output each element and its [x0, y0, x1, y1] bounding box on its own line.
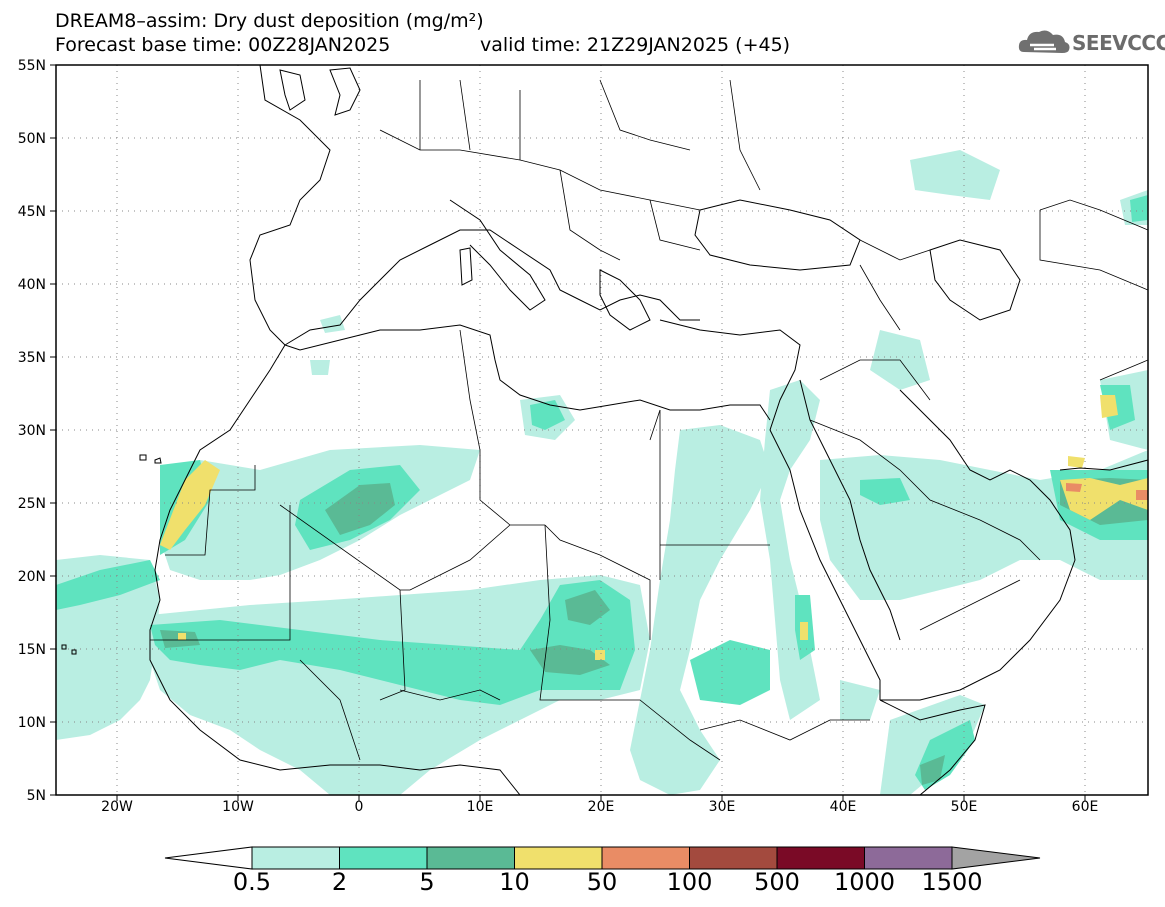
lat-label: 20N [17, 569, 46, 585]
colorbar-bin-5 [426, 846, 515, 870]
colorbar-over-arrow [951, 846, 1041, 870]
map-grid [56, 65, 1148, 795]
colorbar-label: 1000 [833, 868, 896, 896]
map-content [56, 65, 1148, 795]
lon-label: 50E [950, 799, 978, 815]
colorbar-bin-50 [601, 846, 690, 870]
colorbar-label: 100 [666, 868, 713, 896]
colorbar-bin-10 [514, 846, 603, 870]
lon-label: 10E [466, 799, 494, 815]
colorbar-label: 2 [331, 868, 348, 896]
lon-label: 0 [354, 799, 364, 815]
lon-label: 10W [222, 799, 254, 815]
lat-label: 15N [17, 642, 46, 658]
dust-level-10 [160, 395, 1148, 660]
lat-label: 55N [17, 58, 46, 74]
logo-text: SEEVCCC [1072, 31, 1165, 55]
axis-ticks [50, 64, 1086, 801]
lat-label: 40N [17, 277, 46, 293]
lon-label: 20E [587, 799, 615, 815]
map-title: DREAM8–assim: Dry dust deposition (mg/m²… [55, 10, 484, 32]
lat-label: 45N [17, 204, 46, 220]
colorbar-label: 0.5 [232, 868, 272, 896]
colorbar-bin-500 [776, 846, 865, 870]
lat-label: 50N [17, 131, 46, 147]
lat-label: 35N [17, 350, 46, 366]
forecast-base-time: Forecast base time: 00Z28JAN2025 [55, 34, 391, 56]
lon-label: 60E [1071, 799, 1099, 815]
country-borders [150, 79, 1148, 761]
dust-level-50 [1066, 483, 1148, 500]
coastlines [61, 65, 1148, 795]
colorbar [164, 846, 1041, 870]
colorbar-bin-1000 [864, 846, 953, 870]
colorbar-under-arrow [164, 846, 253, 870]
colorbar-label: 500 [754, 868, 800, 896]
valid-time: valid time: 21Z29JAN2025 (+45) [480, 34, 791, 56]
lon-label: 20W [101, 799, 133, 815]
lon-label: 30E [708, 799, 736, 815]
colorbar-bin-100 [689, 846, 778, 870]
colorbar-label: 50 [586, 868, 618, 896]
colorbar-bin-2 [339, 846, 428, 870]
colorbar-label: 1500 [921, 868, 983, 896]
lat-label: 30N [17, 423, 46, 439]
cloud-icon [1018, 30, 1070, 53]
colorbar-bin-0-5 [251, 846, 340, 870]
lat-label: 25N [17, 496, 46, 512]
lat-label: 5N [26, 788, 46, 804]
colorbar-label: 10 [499, 868, 530, 896]
lon-label: 40E [829, 799, 857, 815]
lat-label: 10N [17, 715, 46, 731]
colorbar-label: 5 [419, 868, 435, 896]
seevccc-logo: SEEVCCC [1016, 24, 1165, 60]
